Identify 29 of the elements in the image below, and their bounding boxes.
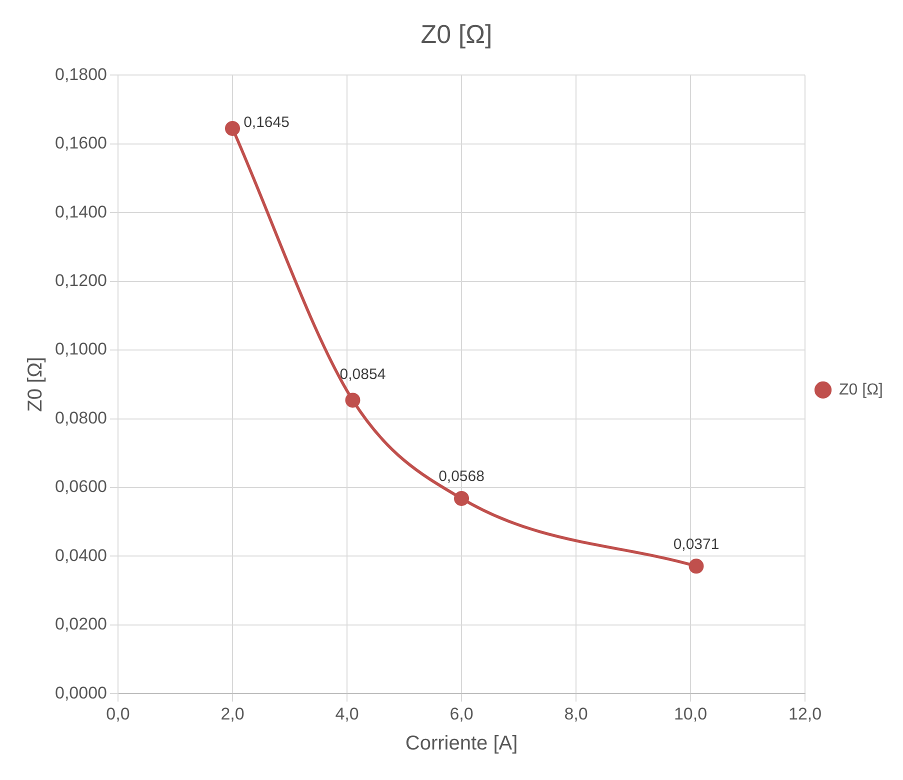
y-tick-label: 0,1200 bbox=[54, 271, 107, 290]
x-tick-label: 8,0 bbox=[564, 704, 588, 724]
x-tick-label: 12,0 bbox=[788, 704, 822, 724]
point bbox=[225, 120, 240, 136]
legend-label: Z0 [Ω] bbox=[839, 381, 883, 398]
y-tick-label: 0,1600 bbox=[54, 134, 107, 153]
chart-title: Z0 [Ω] bbox=[420, 18, 492, 49]
y-axis-title: Z0 [Ω] bbox=[24, 356, 47, 412]
x-tick-label: 4,0 bbox=[335, 704, 359, 724]
x-tick-label: 6,0 bbox=[450, 704, 474, 724]
x-axis-title: Corriente [A] bbox=[405, 732, 518, 755]
y-tick-label: 0,0200 bbox=[54, 614, 107, 634]
y-tick-label: 0,1400 bbox=[54, 202, 107, 222]
data-label: 0,0854 bbox=[340, 366, 386, 383]
point bbox=[454, 490, 470, 506]
data-label: 0,1645 bbox=[244, 114, 290, 132]
y-tick-label: 0,0000 bbox=[54, 683, 107, 702]
x-tick-label: 2,0 bbox=[220, 704, 244, 724]
y-tick-label: 0,0600 bbox=[54, 477, 107, 496]
point bbox=[345, 392, 360, 408]
data-label: 0,0371 bbox=[673, 536, 720, 553]
y-tick-label: 0,1000 bbox=[54, 340, 107, 359]
y-tick-label: 0,0400 bbox=[54, 546, 107, 565]
y-tick-label: 0,0800 bbox=[54, 408, 107, 428]
data-label: 0,0568 bbox=[438, 468, 484, 486]
y-tick-label: 0,1800 bbox=[54, 64, 107, 84]
x-tick-label: 10,0 bbox=[674, 704, 708, 724]
point bbox=[688, 558, 704, 574]
x-tick-label: 0,0 bbox=[106, 704, 130, 724]
